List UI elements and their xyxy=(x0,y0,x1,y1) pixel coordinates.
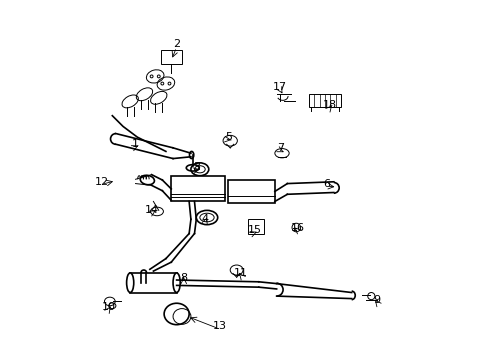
Text: 13: 13 xyxy=(212,321,226,332)
Text: 12: 12 xyxy=(94,177,108,187)
Text: 3: 3 xyxy=(192,162,200,172)
Text: 18: 18 xyxy=(323,100,337,110)
Text: 16: 16 xyxy=(290,223,305,233)
Bar xyxy=(247,219,264,234)
Text: 5: 5 xyxy=(224,132,231,142)
Ellipse shape xyxy=(189,152,193,158)
Bar xyxy=(228,180,274,203)
Bar xyxy=(308,94,340,107)
Bar xyxy=(171,176,224,202)
Text: 10: 10 xyxy=(102,302,116,312)
Text: 14: 14 xyxy=(144,205,159,215)
Text: 17: 17 xyxy=(273,82,286,92)
Text: 7: 7 xyxy=(276,143,283,153)
Ellipse shape xyxy=(126,273,134,293)
Text: 11: 11 xyxy=(233,268,247,278)
Bar xyxy=(160,50,182,64)
Text: 9: 9 xyxy=(372,295,380,305)
Text: 4: 4 xyxy=(201,214,208,224)
Text: 15: 15 xyxy=(248,225,262,235)
Text: 1: 1 xyxy=(132,139,139,149)
Bar xyxy=(130,273,176,293)
Text: 6: 6 xyxy=(323,179,329,189)
Ellipse shape xyxy=(173,273,180,293)
Text: 2: 2 xyxy=(173,39,180,49)
Text: 8: 8 xyxy=(180,273,187,283)
